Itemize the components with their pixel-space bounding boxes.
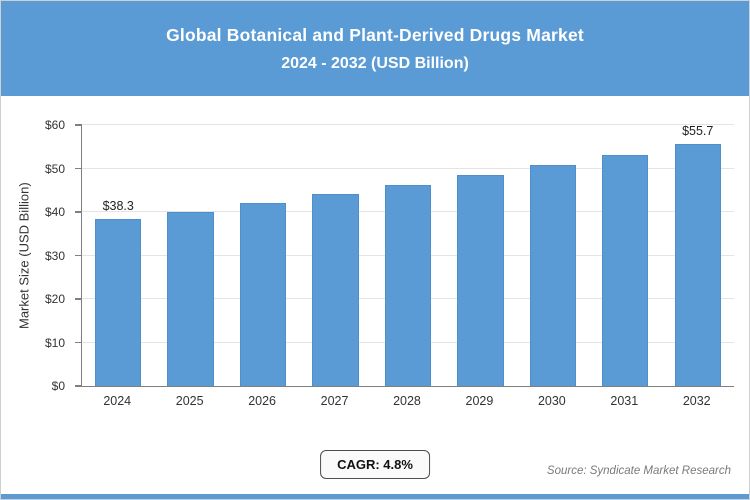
y-tick-label: $10 <box>44 335 65 350</box>
bar-2031 <box>602 155 649 386</box>
gridline <box>82 167 734 169</box>
bar-2028 <box>384 185 432 386</box>
chart-title-line2: 2024 - 2032 (USD Billion) <box>281 54 469 72</box>
bar-slot <box>517 125 589 386</box>
bar-2026 <box>239 202 287 386</box>
x-tick-label: 2029 <box>465 394 494 408</box>
bar-2024 <box>95 219 142 386</box>
bar-slot <box>299 125 371 386</box>
source-attribution: Source: Syndicate Market Research <box>546 465 731 477</box>
chart-header: Global Botanical and Plant-Derived Drugs… <box>1 1 749 96</box>
y-tick-label: $60 <box>44 118 65 132</box>
y-tick-label: $0 <box>51 379 65 393</box>
y-tick-mark <box>75 124 82 126</box>
y-tick-mark <box>75 211 82 213</box>
x-tick-label: 2026 <box>248 394 276 408</box>
x-tick-label: 2028 <box>393 394 421 408</box>
bar-slot <box>444 125 516 386</box>
x-tick-label: 2032 <box>682 394 711 408</box>
chart-title-line1: Global Botanical and Plant-Derived Drugs… <box>166 24 584 45</box>
bar-slot <box>589 125 661 386</box>
x-tick-label: 2024 <box>103 394 132 408</box>
bar-value-label: $55.7 <box>682 123 714 138</box>
bars: $38.3 $55.7 <box>82 123 734 386</box>
y-tick-label: $50 <box>44 161 65 176</box>
cagr-badge: CAGR: 4.8% <box>320 450 430 479</box>
bar-2027 <box>312 194 359 386</box>
bar-2032 <box>674 143 721 386</box>
y-tick-mark <box>75 385 82 387</box>
y-tick-label: $40 <box>44 205 65 219</box>
bar-2025 <box>167 211 214 386</box>
bar-2029 <box>457 175 504 386</box>
y-axis-ticks: $0 $10 $20 $30 $40 $50 $60 <box>1 118 75 393</box>
y-tick-mark <box>75 341 82 344</box>
x-tick-label: 2030 <box>537 394 566 408</box>
bar-slot: $38.3 <box>82 125 154 386</box>
bar-slot <box>227 125 299 386</box>
x-tick-label: 2027 <box>320 394 349 408</box>
y-tick-mark <box>75 167 82 170</box>
x-axis-labels: 2024 2025 2026 2027 2028 2029 2030 2031 2032 <box>81 394 733 408</box>
bar-slot <box>372 125 444 386</box>
bottom-accent-strip <box>1 494 749 499</box>
bar-slot: $55.7 <box>662 123 734 386</box>
y-tick-label: $20 <box>44 292 65 306</box>
y-tick-mark <box>75 298 82 300</box>
bar-2030 <box>529 165 577 386</box>
gridline <box>82 124 734 125</box>
y-tick-mark <box>75 254 82 257</box>
bar-value-label: $38.3 <box>102 199 134 214</box>
x-tick-label: 2025 <box>175 394 204 408</box>
y-tick-label: $30 <box>44 248 65 263</box>
bar-slot <box>154 125 226 386</box>
plot-area: $38.3 $55.7 <box>75 123 734 387</box>
x-tick-label: 2031 <box>610 394 639 408</box>
